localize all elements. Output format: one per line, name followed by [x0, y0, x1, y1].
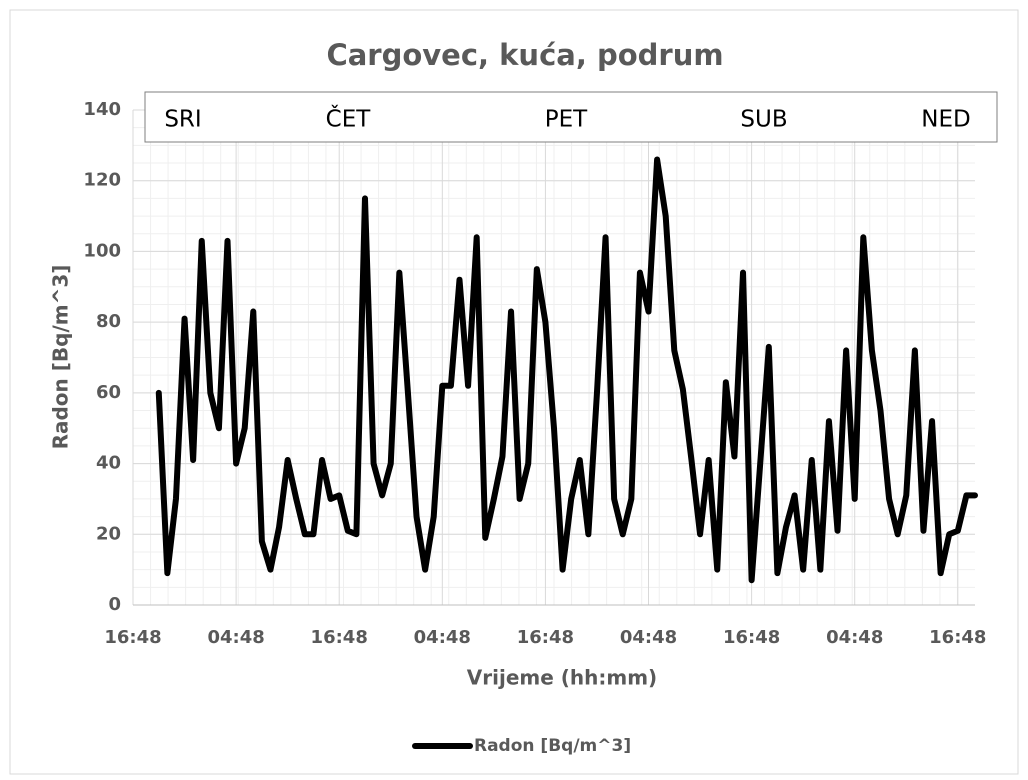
x-tick-label: 04:48	[207, 627, 264, 648]
y-tick-label: 20	[96, 523, 121, 544]
x-tick-label: 16:48	[723, 627, 780, 648]
day-label: ČET	[326, 105, 372, 133]
annotation-box	[144, 91, 998, 143]
y-tick-label: 80	[96, 311, 121, 332]
day-label: SUB	[740, 107, 787, 133]
x-tick-label: 16:48	[311, 627, 368, 648]
x-tick-label: 04:48	[620, 627, 677, 648]
y-tick-label: 100	[83, 240, 121, 261]
day-label: NED	[921, 107, 970, 133]
legend-label: Radon [Bq/m^3]	[474, 736, 631, 756]
x-tick-label: 16:48	[104, 627, 161, 648]
y-tick-label: 0	[108, 594, 121, 615]
x-tick-label: 04:48	[414, 627, 471, 648]
day-label: PET	[545, 107, 588, 133]
chart-title: Cargovec, kuća, podrum	[326, 38, 723, 72]
data-line	[155, 156, 978, 584]
y-tick-label: 60	[96, 382, 121, 403]
x-tick-label: 04:48	[826, 627, 883, 648]
x-axis-label: Vrijeme (hh:mm)	[467, 666, 657, 690]
y-tick-label: 140	[83, 99, 121, 120]
day-label: SRI	[164, 107, 201, 133]
x-tick-label: 16:48	[929, 627, 986, 648]
y-axis-label: Radon [Bq/m^3]	[49, 265, 73, 450]
x-tick-label: 16:48	[517, 627, 574, 648]
y-tick-label: 120	[83, 170, 121, 191]
y-tick-label: 40	[96, 453, 121, 474]
